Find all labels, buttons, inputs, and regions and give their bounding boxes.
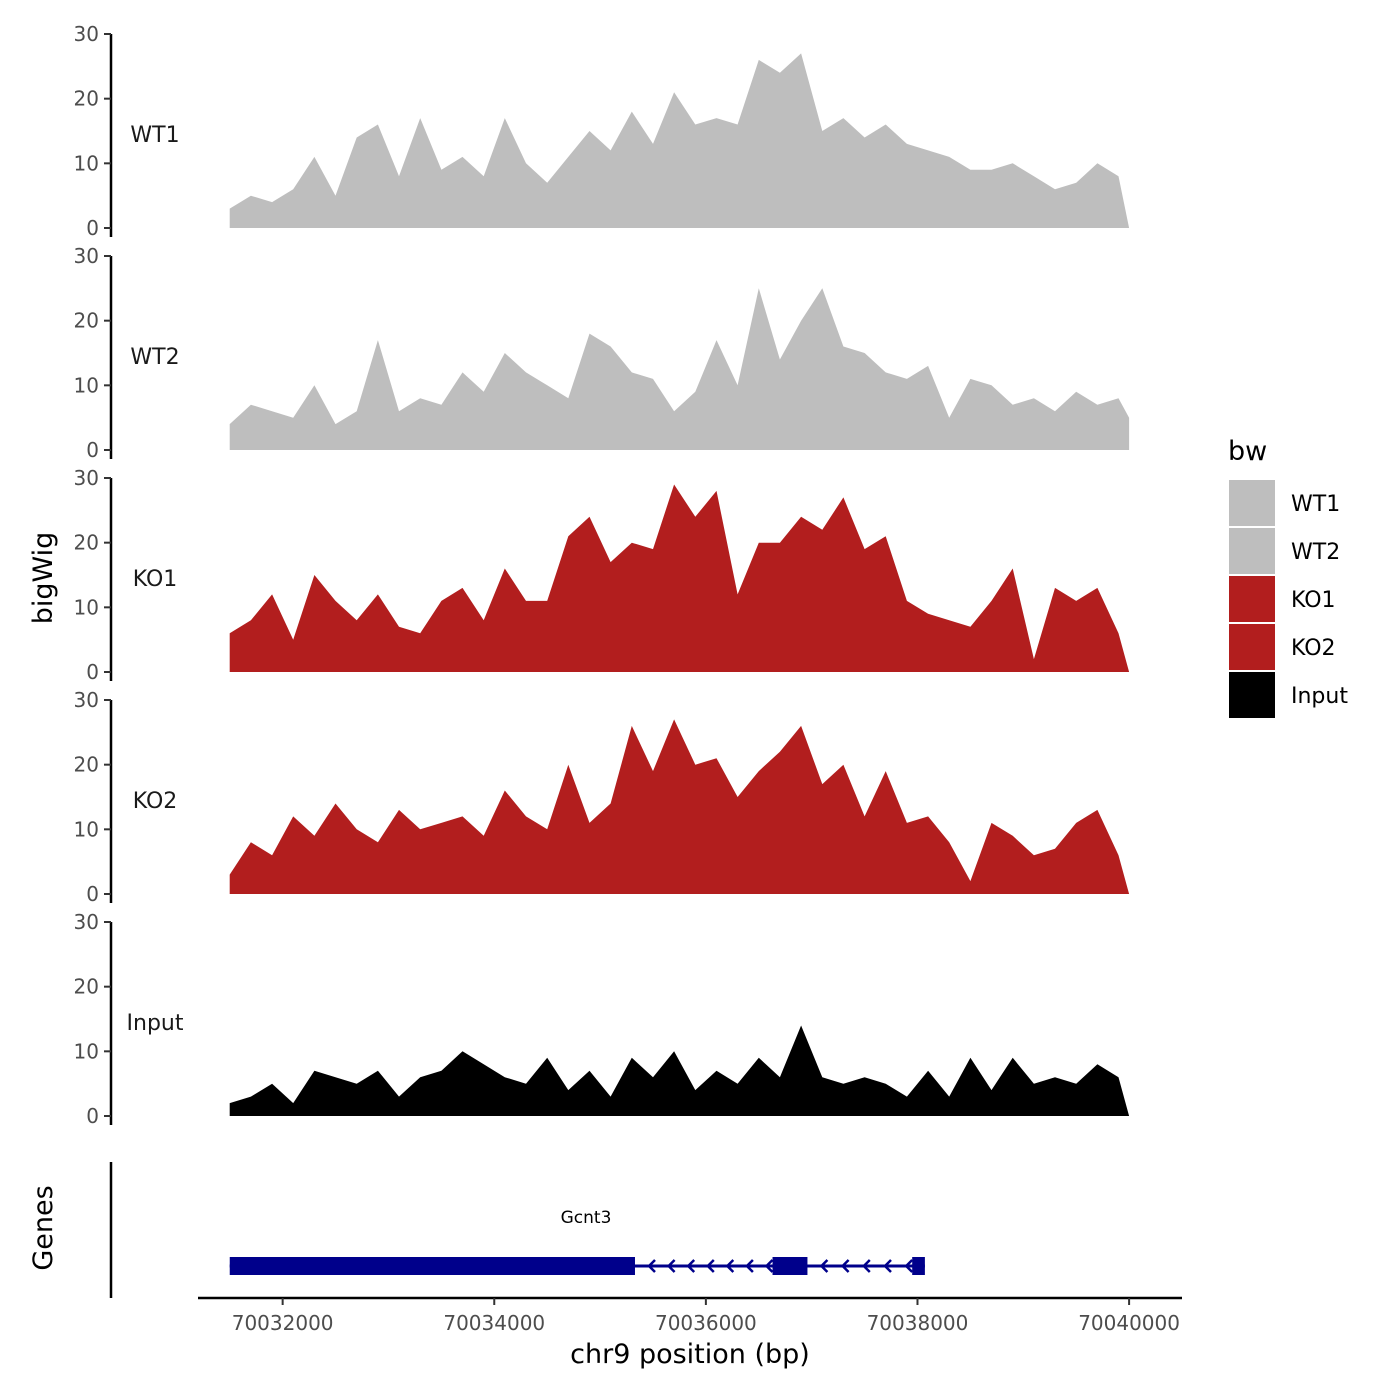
legend-label-ko2: KO2: [1291, 636, 1336, 661]
track-ko1: 0 10 20 30 KO1: [74, 466, 1130, 684]
signal-area-wt2: [229, 288, 1130, 450]
track-label-ko2: KO2: [133, 789, 178, 814]
gene-model: [229, 1257, 925, 1275]
track-wt1: 0 10 20 30 WT1: [74, 22, 1130, 240]
strand-arrow: [904, 1259, 914, 1273]
x-tick-label: 70034000: [443, 1311, 545, 1335]
legend-label-wt1: WT1: [1291, 492, 1340, 517]
y-tick-label: 10: [74, 595, 99, 619]
y-tick-label: 30: [74, 244, 99, 268]
strand-arrow: [764, 1259, 774, 1273]
gene-label: Gcnt3: [561, 1208, 612, 1228]
track-label-wt2: WT2: [130, 345, 179, 370]
legend-label-input: Input: [1291, 684, 1348, 709]
y-tick-label: 10: [74, 817, 99, 841]
y-tick-label: 10: [74, 151, 99, 175]
legend-label-ko1: KO1: [1291, 588, 1336, 613]
y-tick-label: 0: [86, 882, 99, 906]
gene-exon: [229, 1257, 635, 1275]
strand-arrow: [840, 1259, 850, 1273]
y-tick-label: 20: [74, 309, 99, 333]
legend-key-wt1: [1229, 480, 1275, 526]
track-input: 0 10 20 30 Input: [74, 910, 1130, 1128]
signal-area-ko2: [229, 719, 1130, 894]
y-tick-label: 0: [86, 438, 99, 462]
y-tick-label: 20: [74, 753, 99, 777]
legend-label-wt2: WT2: [1291, 540, 1340, 565]
gene-exon: [912, 1257, 925, 1275]
y-tick-label: 20: [74, 975, 99, 999]
y-tick-label: 0: [86, 216, 99, 240]
track-wt2: 0 10 20 30 WT2: [74, 244, 1130, 462]
y-tick-label: 0: [86, 660, 99, 684]
strand-arrow: [883, 1259, 892, 1273]
x-tick-label: 70032000: [232, 1311, 334, 1335]
y-axis-title: bigWig: [28, 532, 59, 625]
strand-arrow: [725, 1259, 735, 1273]
signal-area-input: [229, 1025, 1130, 1116]
x-axis-ticks: 70032000 70034000 70036000 70038000 70040000: [232, 1298, 1180, 1335]
genes-panel: Genes Gcnt3: [28, 1162, 925, 1298]
y-tick-label: 10: [74, 1039, 99, 1063]
signal-area-ko1: [229, 484, 1130, 672]
strand-arrow: [819, 1259, 829, 1273]
x-axis-title: chr9 position (bp): [570, 1339, 810, 1370]
x-tick-label: 70038000: [867, 1311, 969, 1335]
legend-title: bw: [1228, 436, 1267, 467]
track-ko2: 0 10 20 30 KO2: [74, 688, 1130, 906]
legend-key-ko2: [1229, 624, 1275, 670]
x-axis: 70032000 70034000 70036000 70038000 70040000…: [198, 1296, 1182, 1370]
strand-arrow: [666, 1259, 676, 1273]
legend-key-wt2: [1229, 528, 1275, 574]
gene-exon: [772, 1257, 808, 1275]
signal-area-wt1: [229, 53, 1130, 229]
strand-arrow: [647, 1259, 656, 1273]
y-tick-label: 30: [74, 688, 99, 712]
y-tick-label: 0: [86, 1104, 99, 1128]
strand-arrow: [706, 1259, 715, 1273]
y-tick-label: 20: [74, 87, 99, 111]
legend: bw WT1 WT2 KO1 KO2 Input: [1228, 436, 1348, 718]
genes-panel-title: Genes: [28, 1185, 59, 1270]
y-tick-label: 10: [74, 373, 99, 397]
legend-key-input: [1229, 672, 1275, 718]
y-tick-label: 20: [74, 531, 99, 555]
track-label-wt1: WT1: [130, 123, 179, 148]
strand-arrow: [745, 1259, 754, 1273]
x-tick-label: 70040000: [1078, 1311, 1180, 1335]
strand-arrow: [686, 1259, 696, 1273]
y-tick-label: 30: [74, 466, 99, 490]
track-label-input: Input: [127, 1011, 184, 1036]
track-label-ko1: KO1: [133, 567, 178, 592]
y-tick-label: 30: [74, 22, 99, 46]
legend-entries: WT1 WT2 KO1 KO2 Input: [1229, 480, 1348, 718]
signal-tracks: 0 10 20 30 WT1 0 10 20 30 WT2 0 10 20 30 KO1 0 10 20 30 KO2…: [74, 22, 1130, 1128]
x-tick-label: 70036000: [655, 1311, 757, 1335]
y-tick-label: 30: [74, 910, 99, 934]
strand-arrow: [862, 1259, 871, 1273]
legend-key-ko1: [1229, 576, 1275, 622]
